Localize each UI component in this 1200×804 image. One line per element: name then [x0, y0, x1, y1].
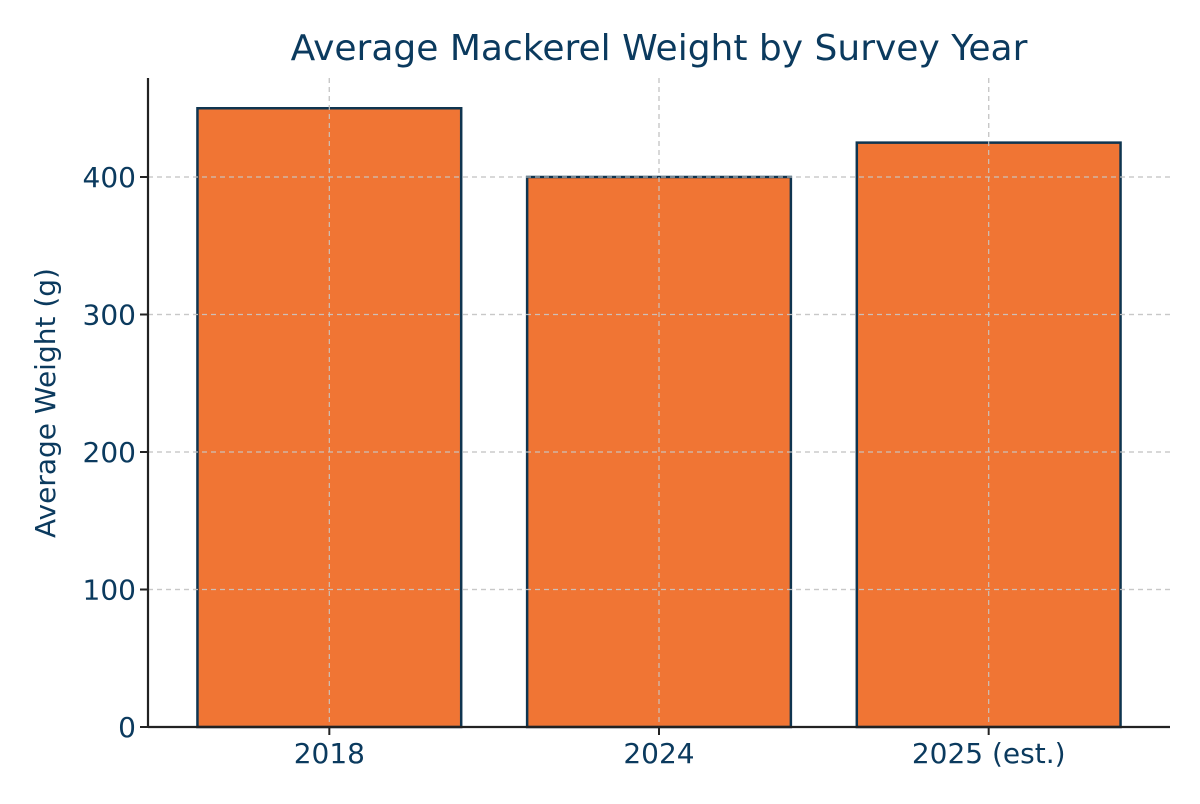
y-tick-label-2: 200 [83, 436, 136, 469]
x-tick-label-1: 2024 [623, 737, 694, 770]
chart-title: Average Mackerel Weight by Survey Year [291, 28, 1028, 69]
axes [140, 78, 1170, 735]
bars [196, 107, 1122, 729]
tick-labels: 0 100 200 300 400 2018 2024 2025 (est.) [83, 161, 1066, 770]
bar-0 [196, 107, 463, 729]
y-tick-label-3: 300 [83, 299, 136, 332]
y-tick-label-1: 100 [83, 574, 136, 607]
x-tick-label-0: 2018 [294, 737, 365, 770]
y-tick-label-0: 0 [118, 711, 136, 744]
y-axis-label: Average Weight (g) [29, 268, 62, 538]
x-tick-label-2: 2025 (est.) [912, 737, 1066, 770]
y-tick-label-4: 400 [83, 161, 136, 194]
